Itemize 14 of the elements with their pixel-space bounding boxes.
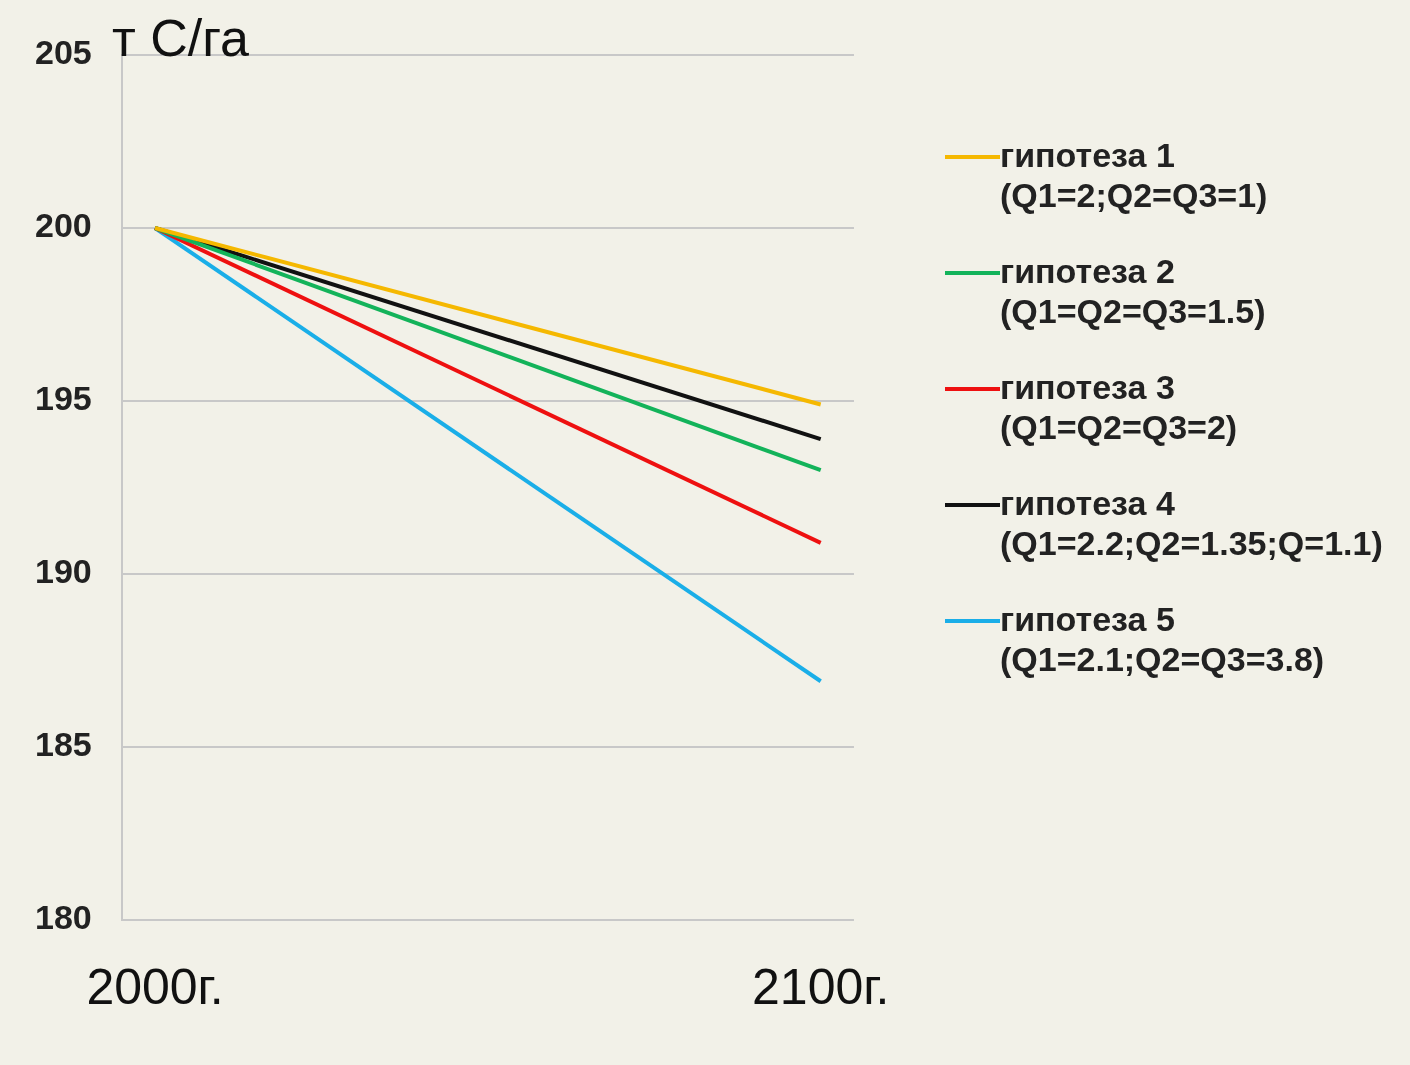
y-tick-label: 205: [34, 33, 92, 72]
legend-label: гипотеза 1 (Q1=2;Q2=Q3=1): [1000, 135, 1269, 215]
y-tick-label: 200: [34, 206, 92, 245]
y-tick-label: 195: [34, 379, 92, 418]
legend-label: гипотеза 2 (Q1=Q2=Q3=1.5): [1000, 251, 1267, 331]
x-tick-label: 2000г.: [86, 958, 224, 1015]
y-tick-label: 190: [34, 552, 92, 591]
x-tick-label: 2100г.: [752, 958, 890, 1015]
y-tick-label: 185: [34, 725, 92, 764]
legend-label: гипотеза 4 (Q1=2.2;Q2=1.35;Q=1.1): [1000, 483, 1384, 563]
y-axis-title: т С/га: [112, 8, 250, 68]
y-tick-label: 180: [34, 898, 92, 937]
legend-label: гипотеза 3 (Q1=Q2=Q3=2): [1000, 367, 1239, 447]
legend-label: гипотеза 5 (Q1=2.1;Q2=Q3=3.8): [1000, 599, 1326, 679]
